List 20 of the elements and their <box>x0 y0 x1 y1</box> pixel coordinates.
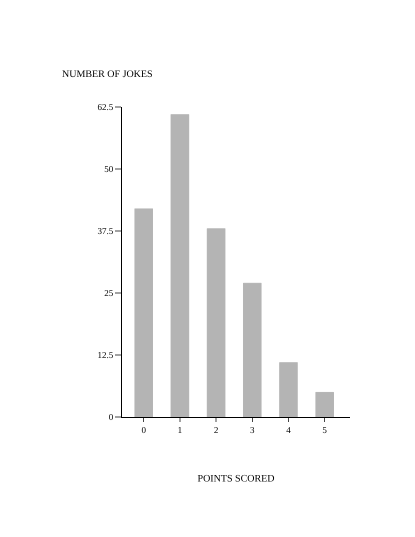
x-tick-label: 0 <box>141 424 146 435</box>
x-tick-label: 2 <box>214 424 218 435</box>
x-tick-label: 4 <box>286 424 292 435</box>
x-tick-label: 3 <box>250 424 256 435</box>
x-tick-label: 1 <box>178 424 182 435</box>
bar <box>315 392 334 417</box>
bar <box>134 208 154 417</box>
y-tick-label: 0 <box>108 412 114 422</box>
x-tick-label: 5 <box>322 424 328 435</box>
y-tick-label: 25 <box>104 288 114 298</box>
x-axis-title: POINTS SCORED <box>198 473 274 484</box>
bar <box>170 114 190 417</box>
y-tick-label: 62.5 <box>97 102 114 112</box>
y-tick-label: 12.5 <box>97 350 114 360</box>
y-tick-label: 50 <box>104 164 114 174</box>
y-tick-label: 37.5 <box>97 226 114 236</box>
bar <box>206 228 226 417</box>
y-axis-title: NUMBER OF JOKES <box>62 69 153 80</box>
bar <box>279 362 298 417</box>
bar <box>242 282 262 417</box>
